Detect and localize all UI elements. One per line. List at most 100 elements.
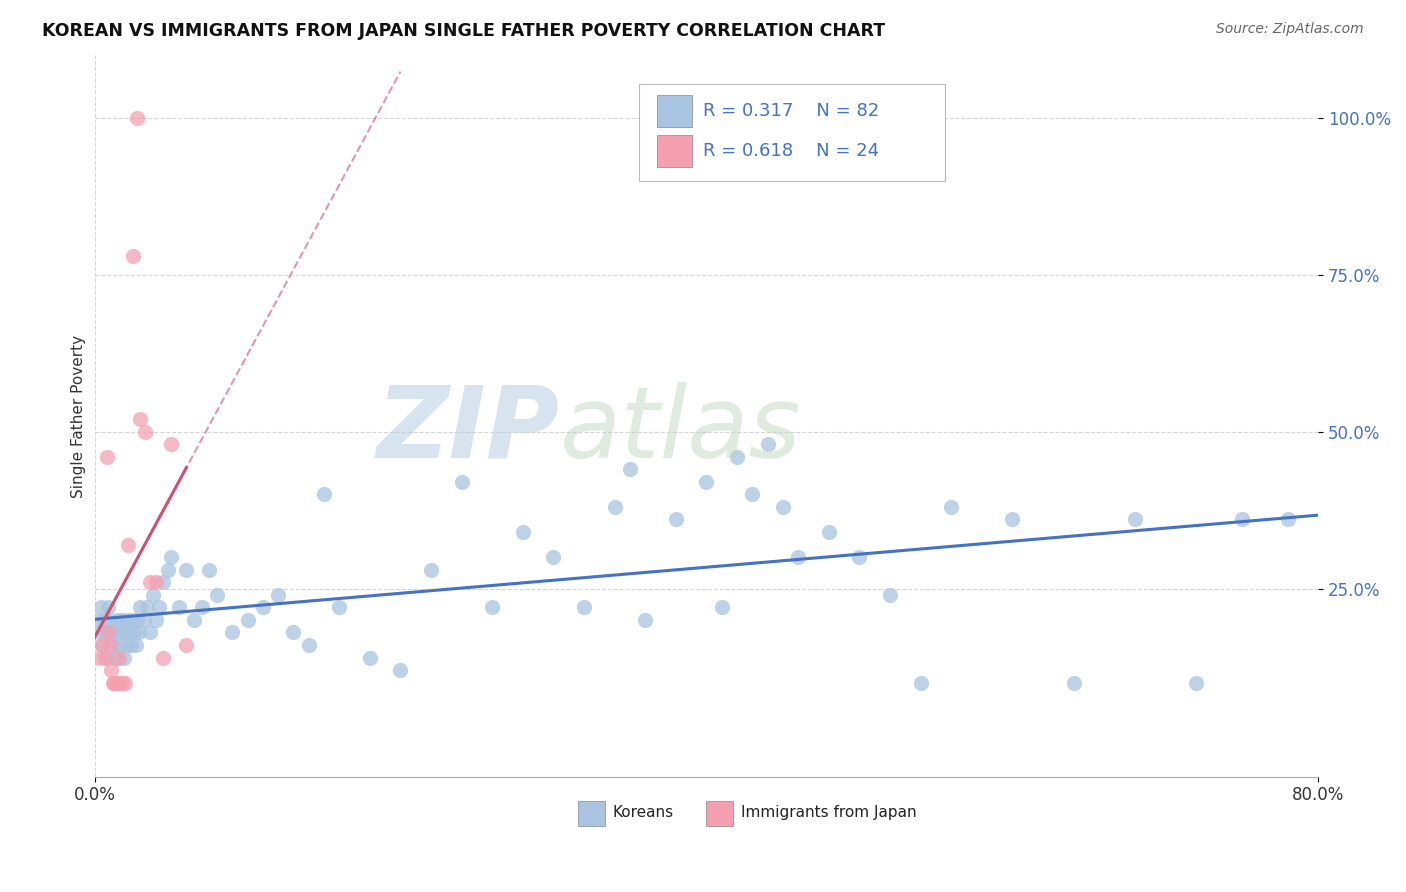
Bar (578, 801, 605, 826)
Point (183, 613, 205, 627)
Point (111, 675, 134, 690)
Point (107, 613, 129, 627)
Point (756, 437, 779, 451)
Text: Koreans: Koreans (612, 805, 673, 821)
Point (135, 600, 157, 615)
Point (710, 600, 733, 615)
Point (108, 638, 131, 652)
Point (481, 600, 503, 615)
Point (267, 588, 290, 602)
Point (125, 638, 148, 652)
Point (90, 600, 112, 615)
Point (145, 575, 167, 590)
Point (695, 475, 717, 489)
Point (94, 650, 117, 665)
Point (118, 625, 141, 640)
Point (104, 650, 127, 665)
Text: atlas: atlas (560, 382, 801, 479)
Point (101, 638, 124, 652)
Point (1063, 675, 1085, 690)
Point (772, 500, 794, 514)
Point (450, 475, 472, 489)
Point (176, 638, 198, 652)
Bar (706, 801, 734, 826)
Point (100, 663, 122, 677)
Point (603, 500, 626, 514)
Y-axis label: Single Father Poverty: Single Father Poverty (72, 334, 86, 498)
Point (941, 500, 963, 514)
Point (98, 625, 121, 640)
Point (543, 550, 565, 565)
Point (94, 625, 117, 640)
Point (328, 600, 350, 615)
Point (93, 613, 115, 627)
Bar (658, 135, 692, 167)
Point (252, 600, 274, 615)
Point (619, 462, 641, 476)
Point (148, 600, 170, 615)
Point (128, 625, 150, 640)
Point (110, 625, 132, 640)
Point (741, 487, 763, 501)
Point (1123, 512, 1146, 526)
Point (108, 650, 131, 665)
Point (787, 550, 810, 565)
Point (312, 487, 335, 501)
Point (236, 613, 259, 627)
Point (879, 588, 901, 602)
Point (817, 524, 839, 539)
Point (120, 638, 142, 652)
Point (121, 249, 143, 263)
Point (152, 575, 174, 590)
Point (101, 675, 124, 690)
Point (132, 613, 155, 627)
Point (114, 675, 136, 690)
Point (100, 613, 122, 627)
Point (152, 650, 174, 665)
Point (104, 675, 127, 690)
Point (103, 675, 125, 690)
Point (190, 600, 212, 615)
FancyBboxPatch shape (640, 84, 945, 181)
Point (89, 650, 111, 665)
Bar (658, 95, 692, 128)
Point (127, 613, 149, 627)
Point (359, 650, 381, 665)
Point (205, 588, 228, 602)
Point (138, 575, 160, 590)
Point (97, 625, 120, 640)
Point (98, 638, 121, 652)
Point (1230, 512, 1253, 526)
Point (725, 450, 748, 464)
Point (86, 613, 108, 627)
Point (112, 650, 135, 665)
Point (389, 663, 412, 677)
Point (121, 613, 143, 627)
Point (91, 638, 114, 652)
Point (198, 563, 221, 577)
Point (156, 563, 179, 577)
Point (134, 425, 156, 439)
Point (910, 675, 932, 690)
Point (420, 563, 443, 577)
Point (127, 111, 149, 125)
Point (221, 625, 243, 640)
Point (665, 512, 688, 526)
Text: Source: ZipAtlas.com: Source: ZipAtlas.com (1216, 22, 1364, 37)
Point (115, 638, 138, 652)
Text: ZIP: ZIP (377, 382, 560, 479)
Point (129, 412, 152, 426)
Point (1277, 512, 1299, 526)
Point (89, 625, 111, 640)
Point (1185, 675, 1208, 690)
Point (572, 600, 595, 615)
Point (298, 638, 321, 652)
Point (129, 600, 152, 615)
Point (848, 550, 870, 565)
Point (117, 613, 139, 627)
Point (512, 524, 534, 539)
Text: Immigrants from Japan: Immigrants from Japan (741, 805, 917, 821)
Point (167, 600, 190, 615)
Point (103, 625, 125, 640)
Point (97, 600, 120, 615)
